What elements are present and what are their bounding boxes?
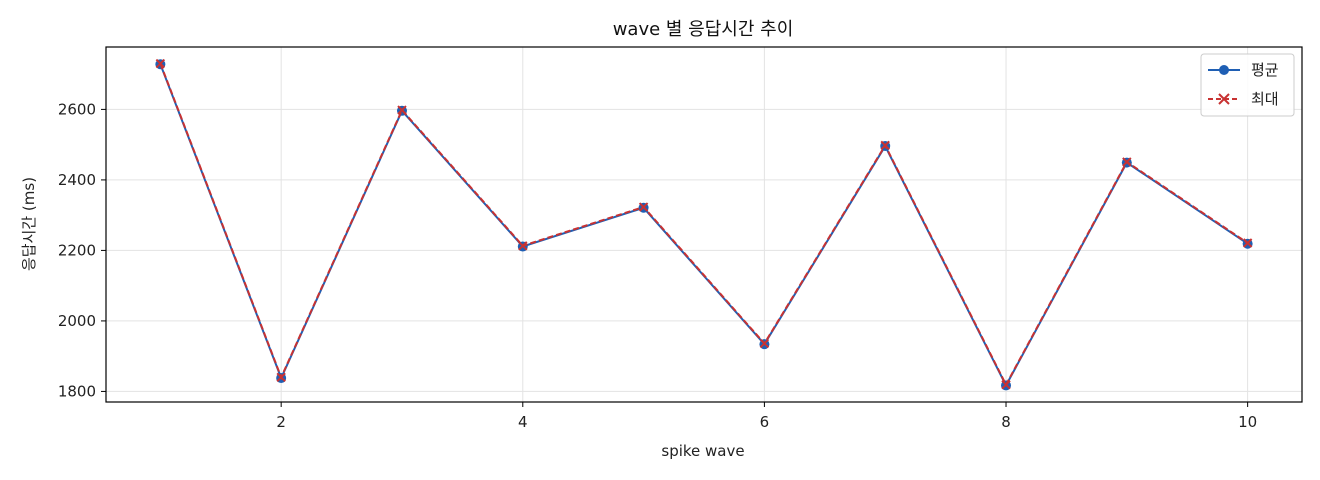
- x-axis-ticks: 2 4 6 8 10: [276, 402, 1257, 431]
- y-axis-label: 응답시간 (ms): [20, 177, 38, 271]
- y-tick-label: 1800: [58, 382, 96, 400]
- data-point: [638, 202, 649, 212]
- data-point: [1122, 157, 1132, 167]
- legend-label-avg: 평균: [1251, 61, 1279, 79]
- x-tick-label: 10: [1238, 413, 1257, 431]
- y-tick-label: 2600: [58, 100, 96, 118]
- data-point: [759, 338, 770, 349]
- grid-lines: [106, 47, 1302, 402]
- data-point: [880, 140, 890, 151]
- data-point: [155, 58, 166, 69]
- series-line: [159, 63, 1249, 387]
- x-axis-label: spike wave: [661, 442, 744, 460]
- y-tick-label: 2200: [58, 241, 96, 259]
- series-layer: [155, 58, 1253, 391]
- legend-marker-avg: [1219, 65, 1229, 75]
- plot-area-frame: [105, 46, 1303, 403]
- legend-marker-max: [1218, 93, 1230, 105]
- series-line: [159, 63, 1249, 388]
- legend-label-max: 최대: [1251, 90, 1279, 108]
- legend: 평균 최대: [1200, 53, 1295, 117]
- y-axis-ticks: 1800 2000 2200 2400 2600: [58, 100, 106, 400]
- y-tick-label: 2400: [58, 171, 96, 189]
- x-tick-label: 6: [760, 413, 770, 431]
- x-tick-label: 2: [276, 413, 286, 431]
- series-max: [155, 58, 1253, 390]
- data-point: [276, 372, 286, 383]
- y-tick-label: 2000: [58, 312, 96, 330]
- x-tick-label: 8: [1001, 413, 1011, 431]
- data-point: [518, 241, 528, 251]
- chart-title: wave 별 응답시간 추이: [613, 19, 794, 40]
- data-point: [397, 105, 407, 115]
- data-point: [1242, 238, 1253, 248]
- legend-box: [1200, 53, 1295, 117]
- data-point: [1001, 380, 1011, 390]
- x-tick-label: 4: [518, 413, 528, 431]
